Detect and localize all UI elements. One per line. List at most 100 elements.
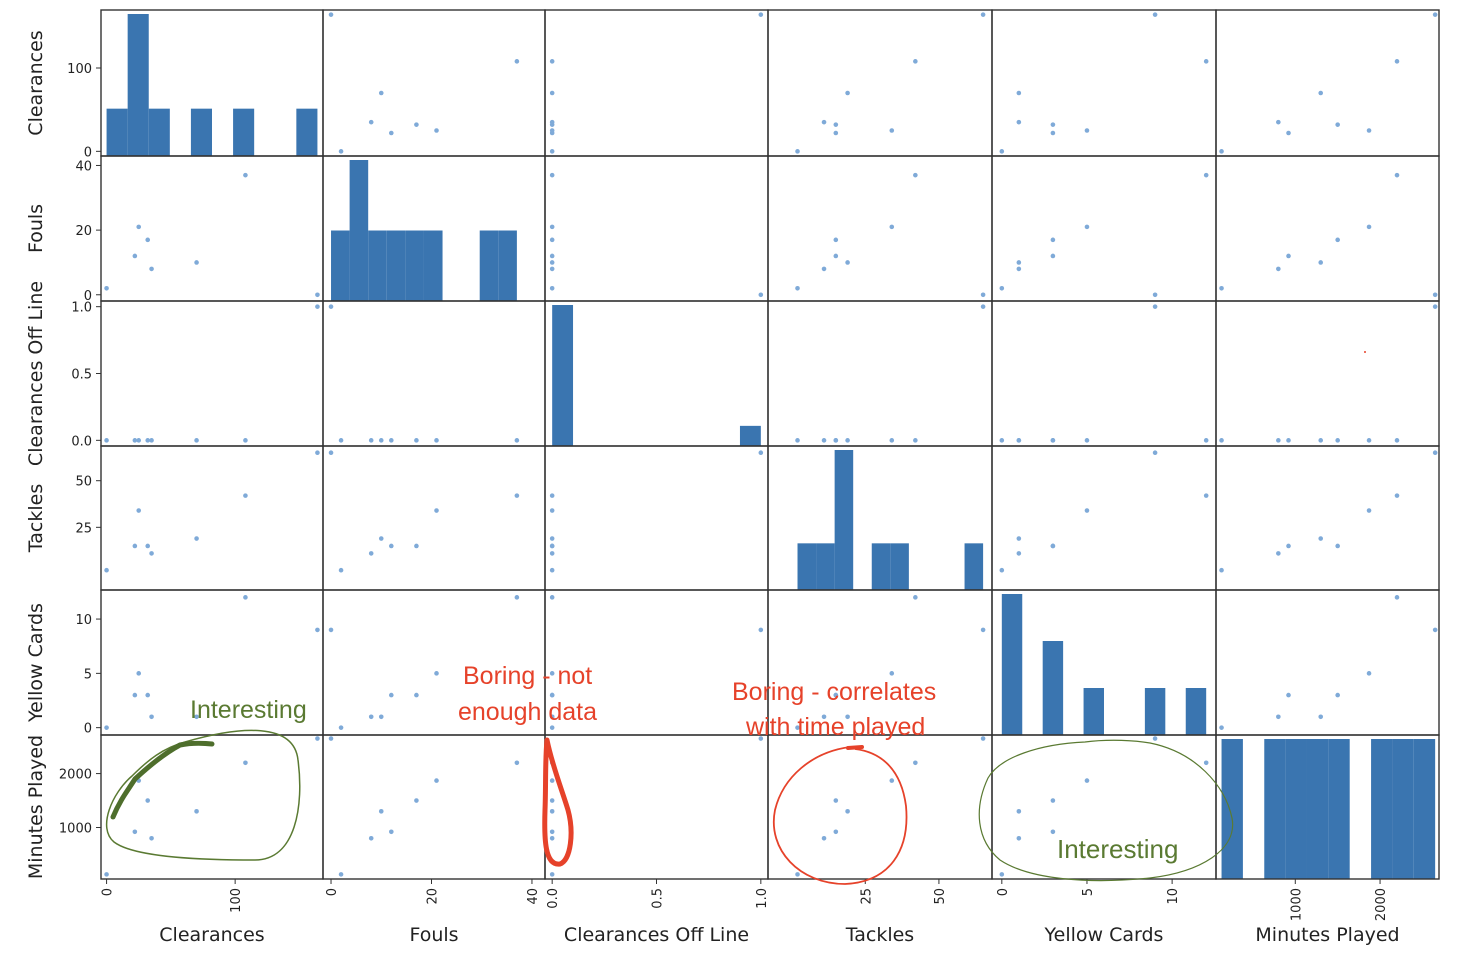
- scatter-point: [913, 59, 918, 64]
- scatter-point: [368, 438, 374, 443]
- scatter-point: [913, 595, 918, 600]
- cell-tackles-vs-tackles: [767, 445, 993, 591]
- scatter-point: [889, 438, 895, 443]
- scatter-point: [845, 809, 850, 814]
- boring-label-2-line1: Boring - correlates: [732, 678, 936, 706]
- scatter-point: [1286, 543, 1291, 549]
- boring-label-1-line2: enough data: [458, 698, 597, 726]
- cell-frame: [767, 9, 993, 157]
- cell-fouls-vs-minutes-played: [1215, 155, 1440, 302]
- scatter-point: [1366, 508, 1372, 513]
- scatter-point: [149, 835, 154, 841]
- histogram-bar: [106, 108, 128, 156]
- histogram-bar: [739, 425, 761, 446]
- scatter-point: [194, 438, 199, 443]
- scatter-point: [1394, 595, 1400, 600]
- cell-frame: [991, 155, 1217, 302]
- scatter-point: [833, 130, 839, 136]
- scatter-point: [378, 90, 384, 96]
- scatter-point: [549, 508, 555, 513]
- scatter-point: [795, 725, 800, 730]
- scatter-point: [549, 692, 555, 698]
- histogram-bar: [816, 543, 835, 590]
- scatter-point: [549, 872, 555, 877]
- cell-clearances-off-line-vs-tackles: [767, 300, 993, 447]
- scatter-point: [1432, 304, 1438, 309]
- scatter-point: [1318, 536, 1324, 541]
- scatter-point: [795, 438, 800, 443]
- scatter-point: [378, 714, 384, 720]
- scatter-point: [104, 286, 109, 291]
- scatter-point: [194, 536, 199, 541]
- histogram-bar: [1083, 688, 1104, 735]
- histogram-bar: [349, 160, 369, 301]
- scatter-point: [149, 551, 154, 556]
- histogram-bar: [1306, 739, 1329, 879]
- scatter-point: [378, 438, 384, 443]
- cell-clearances-off-line-vs-minutes-played: [1215, 300, 1440, 447]
- scatter-point: [149, 438, 154, 443]
- cell-frame: [1215, 734, 1440, 880]
- scatter-point: [414, 438, 419, 443]
- histogram-bar: [498, 230, 517, 301]
- x-axis-label: Minutes Played: [1255, 924, 1399, 946]
- scatter-point: [434, 438, 439, 443]
- scatter-point: [1366, 224, 1372, 230]
- scatter-point: [514, 59, 520, 64]
- scatter-point: [758, 292, 764, 298]
- scatter-point: [389, 130, 394, 136]
- scatter-point: [758, 450, 764, 456]
- x-tick-label: 40: [526, 888, 541, 905]
- cell-clearances-vs-clearances: [100, 9, 324, 157]
- scatter-point: [549, 725, 555, 730]
- scatter-point: [833, 438, 839, 443]
- scatter-point: [758, 12, 764, 17]
- boring-label-1-line1: Boring - not: [463, 662, 592, 690]
- scatter-point: [1318, 714, 1324, 720]
- x-axis-label: Tackles: [845, 924, 914, 946]
- scatter-point: [821, 266, 827, 272]
- cell-frame: [991, 9, 1217, 157]
- scatter-point: [1335, 122, 1340, 127]
- x-tick-label: 1.0: [755, 888, 770, 909]
- scatter-point: [1203, 172, 1209, 178]
- histogram-bar: [1413, 739, 1436, 879]
- scatter-point: [1335, 237, 1340, 243]
- scatter-point: [980, 736, 986, 741]
- histogram-bar: [127, 14, 149, 156]
- scatter-point: [1276, 438, 1281, 443]
- scatter-point: [1152, 12, 1158, 17]
- cell-frame: [1215, 589, 1440, 736]
- scatter-point: [1203, 493, 1209, 498]
- x-tick-label: 2000: [1374, 888, 1389, 921]
- scatter-point: [549, 671, 555, 676]
- scatter-point: [434, 671, 439, 676]
- scatter-point: [549, 59, 555, 64]
- cell-frame: [767, 155, 993, 302]
- scatter-point: [1276, 714, 1281, 720]
- interesting-label-2: Interesting: [1057, 834, 1178, 864]
- scatter-point: [1050, 122, 1056, 127]
- cell-clearances-vs-clearances-off-line: [544, 9, 769, 157]
- histogram-bar: [368, 230, 387, 301]
- cell-frame: [544, 9, 769, 157]
- cell-tackles-vs-minutes-played: [1215, 445, 1440, 591]
- scatter-point: [315, 450, 320, 456]
- scatter-point: [1432, 12, 1438, 17]
- scatter-point: [889, 778, 895, 783]
- scatter-point: [243, 438, 248, 443]
- cell-frame: [100, 300, 324, 447]
- scatter-point: [999, 149, 1005, 154]
- scatter-point: [194, 714, 199, 720]
- scatter-point: [889, 224, 895, 230]
- cell-frame: [1215, 445, 1440, 591]
- scatter-point: [889, 671, 895, 676]
- scatter-point: [833, 798, 839, 803]
- scatter-point: [514, 595, 520, 600]
- cell-frame: [1215, 155, 1440, 302]
- boring-label-2-line2: with time played: [745, 713, 925, 741]
- scatter-point: [414, 122, 419, 127]
- scatter-point: [243, 760, 248, 766]
- cell-minutes-played-vs-minutes-played: [1215, 734, 1440, 880]
- histogram-bar: [1144, 688, 1166, 735]
